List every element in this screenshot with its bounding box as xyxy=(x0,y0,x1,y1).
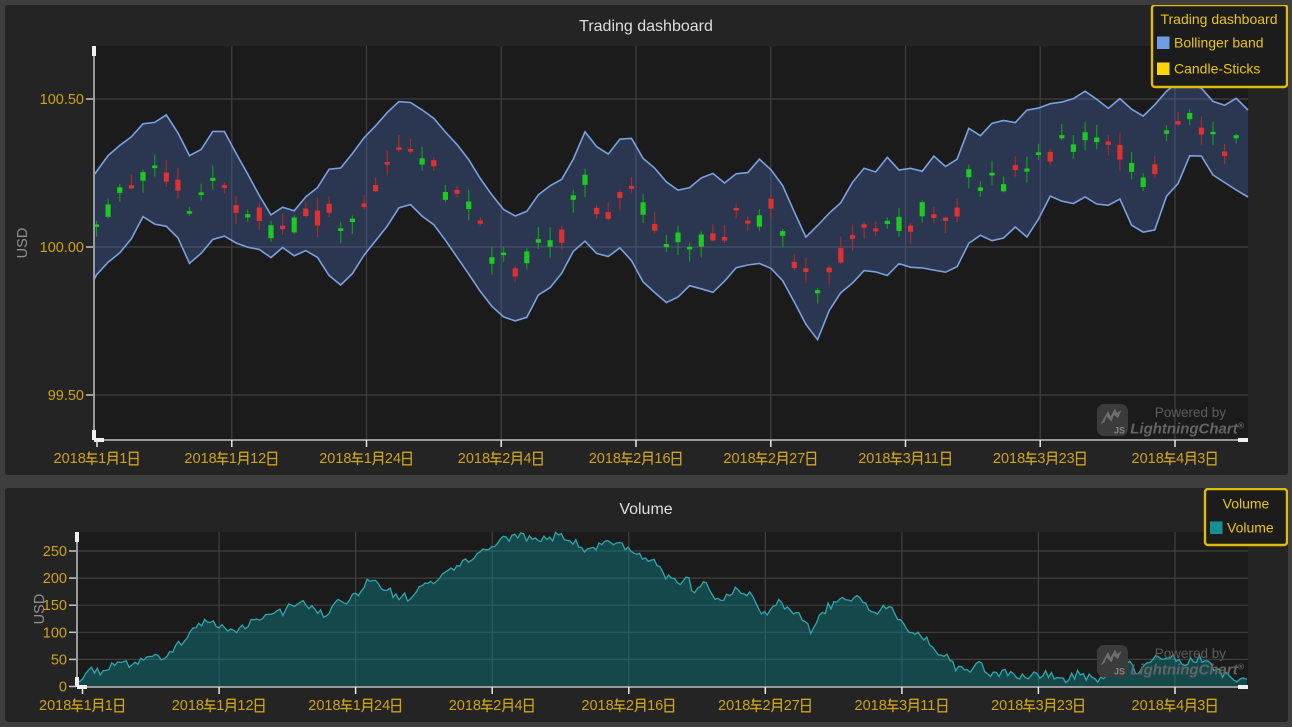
svg-text:Trading dashboard: Trading dashboard xyxy=(1160,11,1277,27)
svg-text:LightningChart®: LightningChart® xyxy=(1130,421,1244,438)
svg-text:2018: 2018 xyxy=(458,451,490,467)
svg-text:3: 3 xyxy=(1037,451,1045,467)
svg-text:2018: 2018 xyxy=(449,698,481,714)
svg-text:12: 12 xyxy=(250,451,266,467)
svg-text:4: 4 xyxy=(524,451,532,467)
svg-text:Bollinger band: Bollinger band xyxy=(1174,35,1264,51)
svg-text:100.50: 100.50 xyxy=(40,92,84,108)
svg-text:3: 3 xyxy=(899,698,907,714)
svg-text:JS: JS xyxy=(1114,426,1125,436)
svg-text:USD: USD xyxy=(32,594,48,625)
svg-text:250: 250 xyxy=(43,544,67,560)
svg-text:100.00: 100.00 xyxy=(40,240,84,256)
svg-text:2018: 2018 xyxy=(993,451,1025,467)
svg-text:1: 1 xyxy=(364,451,372,467)
svg-text:24: 24 xyxy=(374,698,390,714)
svg-text:LightningChart®: LightningChart® xyxy=(1130,662,1244,679)
svg-text:2018: 2018 xyxy=(39,698,71,714)
svg-text:2: 2 xyxy=(502,451,510,467)
svg-text:4: 4 xyxy=(1176,698,1184,714)
svg-text:99.50: 99.50 xyxy=(48,388,84,404)
svg-text:27: 27 xyxy=(789,451,805,467)
svg-text:2: 2 xyxy=(633,451,641,467)
svg-text:2: 2 xyxy=(626,698,634,714)
svg-text:1: 1 xyxy=(353,698,361,714)
svg-text:2: 2 xyxy=(763,698,771,714)
svg-text:4: 4 xyxy=(1176,451,1184,467)
svg-text:Volume: Volume xyxy=(1227,520,1274,536)
svg-text:JS: JS xyxy=(1114,667,1125,677)
svg-text:2018: 2018 xyxy=(855,698,887,714)
svg-text:1: 1 xyxy=(229,451,237,467)
svg-text:23: 23 xyxy=(1059,451,1075,467)
svg-text:2018: 2018 xyxy=(718,698,750,714)
svg-text:3: 3 xyxy=(1036,698,1044,714)
svg-text:2018: 2018 xyxy=(1132,698,1164,714)
svg-text:2018: 2018 xyxy=(172,698,204,714)
svg-text:Powered by: Powered by xyxy=(1155,405,1227,420)
svg-text:2: 2 xyxy=(493,698,501,714)
svg-text:12: 12 xyxy=(237,698,253,714)
svg-text:2018: 2018 xyxy=(589,451,621,467)
svg-text:2018: 2018 xyxy=(723,451,755,467)
svg-text:1: 1 xyxy=(84,698,92,714)
svg-text:2018: 2018 xyxy=(991,698,1023,714)
svg-text:3: 3 xyxy=(1197,451,1205,467)
svg-text:1: 1 xyxy=(119,451,127,467)
svg-text:2018: 2018 xyxy=(184,451,216,467)
svg-text:11: 11 xyxy=(920,698,935,714)
svg-text:Trading dashboard: Trading dashboard xyxy=(579,18,713,35)
svg-text:4: 4 xyxy=(515,698,523,714)
svg-text:200: 200 xyxy=(43,571,67,587)
svg-text:16: 16 xyxy=(654,451,670,467)
svg-text:2: 2 xyxy=(768,451,776,467)
svg-text:23: 23 xyxy=(1057,698,1073,714)
svg-text:50: 50 xyxy=(51,652,67,668)
svg-text:2018: 2018 xyxy=(319,451,351,467)
svg-text:2018: 2018 xyxy=(858,451,890,467)
svg-text:Powered by: Powered by xyxy=(1155,646,1227,661)
svg-text:2018: 2018 xyxy=(308,698,340,714)
svg-text:USD: USD xyxy=(15,228,31,259)
svg-text:2018: 2018 xyxy=(1132,451,1164,467)
svg-text:27: 27 xyxy=(784,698,800,714)
svg-text:1: 1 xyxy=(98,451,106,467)
svg-text:1: 1 xyxy=(105,698,113,714)
svg-text:1: 1 xyxy=(216,698,224,714)
svg-text:Volume: Volume xyxy=(1223,496,1270,512)
svg-text:150: 150 xyxy=(43,598,67,614)
svg-text:Volume: Volume xyxy=(619,501,672,518)
svg-text:Candle-Sticks: Candle-Sticks xyxy=(1174,61,1260,77)
svg-text:2018: 2018 xyxy=(54,451,86,467)
svg-text:100: 100 xyxy=(43,625,67,641)
svg-text:3: 3 xyxy=(903,451,911,467)
svg-text:16: 16 xyxy=(647,698,663,714)
svg-text:0: 0 xyxy=(59,680,67,696)
svg-text:24: 24 xyxy=(385,451,401,467)
svg-text:3: 3 xyxy=(1197,698,1205,714)
svg-text:2018: 2018 xyxy=(581,698,613,714)
svg-text:11: 11 xyxy=(924,451,939,467)
